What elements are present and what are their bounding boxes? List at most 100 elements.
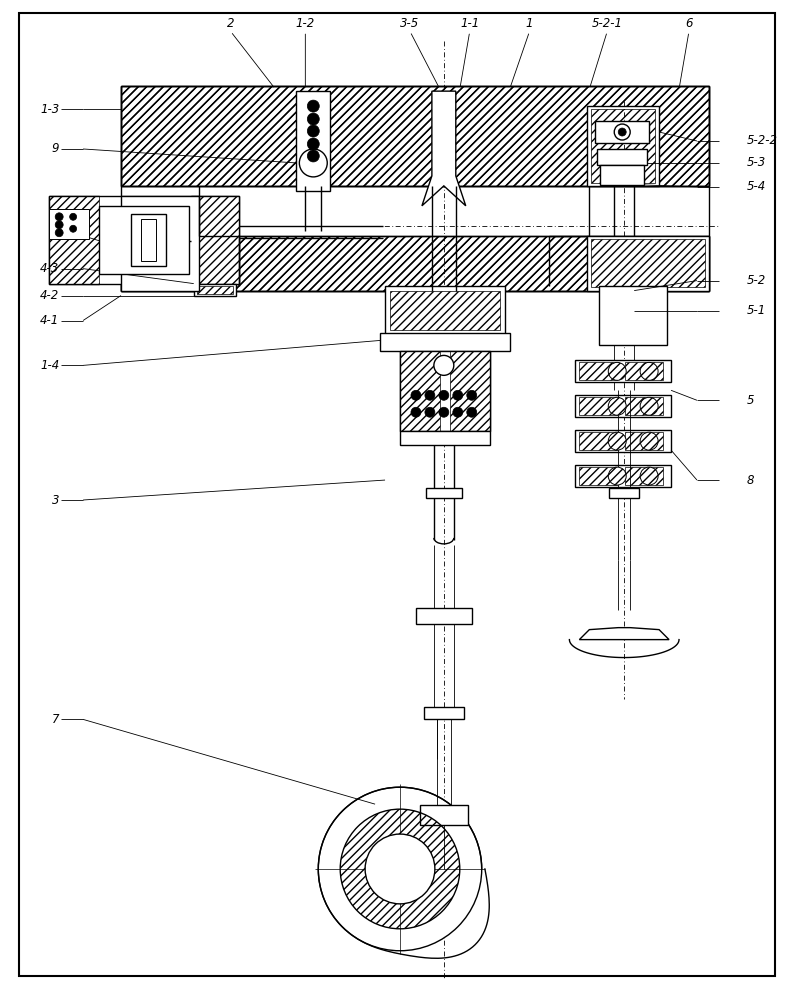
Circle shape [308, 100, 320, 112]
Circle shape [640, 397, 658, 415]
Circle shape [55, 221, 63, 229]
Bar [587, 236, 709, 291]
Bar [380, 333, 509, 351]
Text: 3-5: 3-5 [400, 17, 419, 30]
Circle shape [608, 467, 626, 485]
Bar [575, 430, 671, 452]
Text: 4: 4 [52, 229, 59, 242]
Bar [625, 432, 663, 450]
Text: 1-3: 1-3 [40, 103, 59, 116]
Bar [296, 91, 330, 191]
Circle shape [439, 390, 449, 400]
Text: 2: 2 [227, 17, 234, 30]
Text: 5-2: 5-2 [747, 274, 766, 287]
Bar [625, 362, 663, 380]
Bar [595, 121, 649, 143]
Circle shape [69, 225, 77, 232]
Bar [99, 206, 189, 274]
Bar [426, 488, 461, 498]
Text: 5-2-2: 5-2-2 [747, 134, 778, 147]
Bar [625, 397, 663, 415]
Text: 5-3: 5-3 [747, 156, 766, 169]
Bar [400, 431, 489, 445]
Bar [579, 432, 617, 450]
Text: 6: 6 [685, 17, 693, 30]
Bar [579, 467, 617, 485]
Circle shape [308, 150, 320, 162]
Circle shape [365, 834, 435, 904]
Circle shape [614, 124, 630, 140]
Bar [625, 467, 663, 485]
Circle shape [55, 229, 63, 237]
Bar [121, 236, 709, 291]
Bar [591, 239, 705, 287]
Circle shape [618, 128, 626, 136]
Text: 5-1: 5-1 [747, 304, 766, 317]
Circle shape [425, 407, 435, 417]
Bar [424, 707, 464, 719]
Bar [400, 351, 440, 431]
Bar [599, 286, 667, 345]
Bar [625, 397, 663, 415]
Circle shape [308, 138, 320, 150]
Bar [141, 219, 156, 261]
Bar [49, 209, 89, 239]
Bar [597, 149, 647, 165]
Bar [49, 196, 99, 284]
Bar [390, 291, 500, 330]
Polygon shape [579, 628, 669, 640]
Bar [416, 608, 472, 624]
Text: 4-3: 4-3 [40, 262, 59, 275]
Circle shape [608, 397, 626, 415]
Polygon shape [422, 91, 465, 206]
Circle shape [411, 407, 421, 417]
Circle shape [453, 407, 463, 417]
Text: 1-2: 1-2 [296, 17, 315, 30]
Bar [579, 397, 617, 415]
Text: 5-2-1: 5-2-1 [591, 17, 622, 30]
Text: 1-1: 1-1 [460, 17, 479, 30]
Circle shape [467, 390, 477, 400]
Bar [579, 432, 617, 450]
Bar [420, 805, 468, 825]
Bar [575, 395, 671, 417]
Bar [190, 196, 238, 284]
Bar [625, 467, 663, 485]
Circle shape [640, 362, 658, 380]
Text: 4-2: 4-2 [40, 289, 59, 302]
Circle shape [308, 125, 320, 137]
Bar [190, 196, 238, 284]
Bar [591, 239, 705, 287]
Bar [400, 351, 440, 431]
Bar [450, 351, 489, 431]
Circle shape [640, 432, 658, 450]
Circle shape [608, 362, 626, 380]
Bar [121, 236, 709, 291]
Bar [121, 196, 198, 291]
Bar [625, 362, 663, 380]
Text: 5-4: 5-4 [747, 180, 766, 193]
Circle shape [640, 467, 658, 485]
Bar [49, 196, 99, 284]
Bar [609, 488, 639, 498]
Text: 4-1: 4-1 [40, 314, 59, 327]
Bar [579, 362, 617, 380]
Bar [121, 86, 709, 186]
Text: 3: 3 [52, 494, 59, 507]
Bar [579, 467, 617, 485]
Text: 1-4: 1-4 [40, 359, 59, 372]
Circle shape [69, 213, 77, 220]
Circle shape [453, 390, 463, 400]
Bar [575, 360, 671, 382]
Bar [450, 351, 489, 431]
Polygon shape [318, 787, 489, 958]
Bar [587, 106, 659, 186]
Circle shape [300, 149, 328, 177]
Circle shape [411, 390, 421, 400]
Text: 5: 5 [747, 394, 754, 407]
Bar [390, 291, 500, 330]
Circle shape [434, 355, 453, 375]
Bar [579, 362, 617, 380]
Bar [591, 109, 655, 183]
Bar [131, 214, 166, 266]
